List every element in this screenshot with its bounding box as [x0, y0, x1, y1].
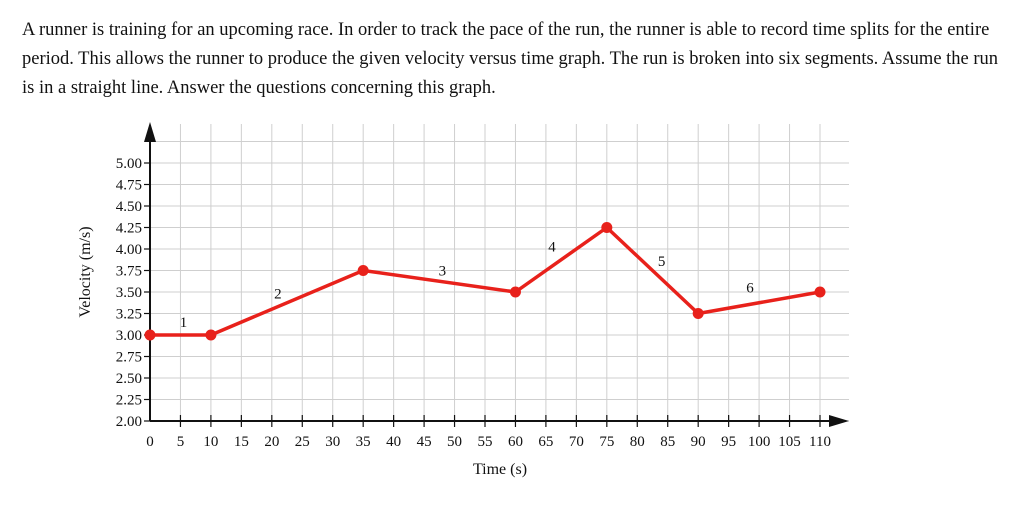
y-tick-label: 3.25 — [116, 307, 142, 323]
y-tick-label: 2.00 — [116, 414, 142, 430]
x-tick-label: 75 — [599, 434, 614, 450]
x-tick-label: 0 — [146, 434, 154, 450]
segment-label: 3 — [439, 264, 447, 280]
x-axis-title: Time (s) — [473, 461, 527, 478]
x-tick-label: 10 — [203, 434, 218, 450]
segment-label: 1 — [180, 315, 188, 331]
y-axis-title: Velocity (m/s) — [77, 226, 94, 317]
x-tick-label: 85 — [660, 434, 675, 450]
x-tick-label: 90 — [691, 434, 706, 450]
x-tick-label: 80 — [630, 434, 645, 450]
x-tick-label: 45 — [417, 434, 432, 450]
x-tick-label: 15 — [234, 434, 249, 450]
series — [144, 222, 826, 341]
x-tick-label: 105 — [778, 434, 801, 450]
x-tick-label: 50 — [447, 434, 462, 450]
y-tick-label: 2.75 — [116, 350, 142, 366]
axes — [144, 122, 849, 427]
y-tick-label: 5.00 — [116, 156, 142, 172]
data-point — [509, 286, 521, 298]
x-tick-label: 35 — [356, 434, 371, 450]
segment-label: 6 — [746, 281, 754, 297]
data-point — [205, 329, 217, 341]
y-tick-label: 4.25 — [116, 221, 142, 237]
grid — [150, 124, 849, 422]
x-tick-label: 95 — [721, 434, 736, 450]
segment-label: 2 — [274, 287, 282, 303]
x-tick-label: 70 — [569, 434, 584, 450]
segment-label: 4 — [548, 239, 556, 255]
y-tick-label: 3.00 — [116, 328, 142, 344]
y-tick-label: 3.75 — [116, 264, 142, 280]
data-point — [601, 222, 613, 233]
data-point — [692, 308, 704, 319]
x-tick-label: 65 — [538, 434, 553, 450]
x-tick-label: 30 — [325, 434, 340, 450]
question-text: A runner is training for an upcoming rac… — [22, 20, 999, 98]
data-point — [144, 329, 156, 341]
x-tick-label: 100 — [748, 434, 771, 450]
x-tick-label: 40 — [386, 434, 401, 450]
y-tick-label: 4.50 — [116, 199, 142, 215]
y-tick-label: 4.00 — [116, 242, 142, 258]
x-axis-arrow-icon — [829, 415, 849, 427]
y-tick-label: 3.50 — [116, 285, 142, 301]
y-tick-label: 2.25 — [116, 393, 142, 409]
data-point — [357, 265, 369, 276]
x-tick-label: 55 — [478, 434, 493, 450]
x-tick-label: 5 — [177, 434, 185, 450]
segment-labels: 1 2 3 4 5 6 — [180, 239, 754, 331]
segment-label: 5 — [658, 254, 666, 270]
x-tick-label: 60 — [508, 434, 523, 450]
tick-labels: 2.00 2.25 2.50 2.75 3.00 3.25 3.50 3.75 4.00 4.25… — [116, 156, 831, 450]
x-tick-label: 20 — [264, 434, 279, 450]
y-tick-label: 2.50 — [116, 371, 142, 387]
data-point — [814, 286, 826, 298]
y-tick-label: 4.75 — [116, 178, 142, 194]
x-tick-label: 25 — [295, 434, 310, 450]
x-tick-label: 110 — [809, 434, 831, 450]
y-axis-arrow-icon — [144, 122, 156, 142]
